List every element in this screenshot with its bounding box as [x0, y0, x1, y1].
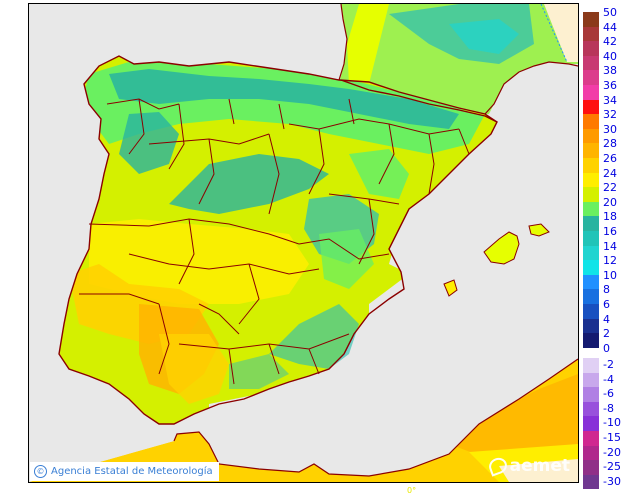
legend-swatch	[583, 474, 599, 490]
legend-label: 0	[603, 341, 610, 355]
credit-text: Agencia Estatal de Meteorología	[51, 466, 213, 477]
legend-label: 42	[603, 35, 617, 49]
temperature-map: © Agencia Estatal de Meteorología aemet	[28, 3, 579, 483]
legend-swatch	[583, 245, 599, 261]
legend-label: 14	[603, 239, 617, 253]
legend-label: -2	[603, 358, 614, 371]
legend-label: 16	[603, 225, 617, 238]
legend-swatch	[583, 387, 599, 402]
legend-swatch	[583, 445, 599, 461]
legend-swatch	[583, 274, 599, 290]
legend-swatch	[583, 187, 599, 202]
legend-label: 28	[603, 137, 617, 151]
legend-label: 26	[603, 152, 617, 165]
france-coast	[338, 4, 578, 115]
legend-label: 10	[603, 268, 617, 282]
legend-label: -6	[603, 387, 614, 401]
legend-swatch	[583, 231, 599, 246]
map-canvas	[29, 4, 578, 482]
legend-label: 6	[603, 298, 610, 311]
legend-label: 4	[603, 312, 610, 326]
legend-swatch	[583, 260, 599, 275]
legend-swatch	[583, 401, 599, 417]
legend-label: -8	[603, 401, 614, 415]
legend-swatch	[583, 333, 599, 348]
legend-swatch	[583, 85, 599, 100]
copyright-icon: ©	[34, 465, 47, 478]
legend-swatch	[583, 416, 599, 431]
legend-label: -20	[603, 445, 621, 459]
legend-swatch	[583, 158, 599, 173]
legend-swatch	[583, 55, 599, 71]
legend-label: 2	[603, 327, 610, 341]
legend-swatch	[583, 128, 599, 144]
legend-label: 40	[603, 49, 617, 63]
legend-label: -15	[603, 431, 621, 444]
legend-label: -4	[603, 372, 614, 386]
legend-swatch	[583, 304, 599, 319]
legend-swatch	[583, 41, 599, 56]
legend-label: -10	[603, 416, 621, 430]
france-spain-border	[340, 79, 498, 123]
legend-label: -25	[603, 460, 621, 474]
legend-label: 8	[603, 283, 610, 297]
longitude-label: 0°	[407, 486, 417, 495]
legend-label: 44	[603, 20, 617, 34]
legend-swatch	[583, 289, 599, 304]
legend-label: 38	[603, 64, 617, 78]
legend-swatch	[583, 143, 599, 158]
legend-label: 30	[603, 122, 617, 136]
legend-swatch	[583, 372, 599, 388]
legend-label: 22	[603, 181, 617, 195]
legend-label: 20	[603, 195, 617, 209]
credit-label: © Agencia Estatal de Meteorología	[30, 462, 219, 481]
aemet-logo: aemet	[486, 455, 570, 477]
province-borders	[79, 98, 470, 385]
legend-swatch	[583, 216, 599, 231]
legend-swatch	[583, 460, 599, 475]
aemet-logo-text: aemet	[509, 456, 570, 476]
legend-swatch	[583, 114, 599, 129]
legend-label: 34	[603, 93, 617, 107]
legend-label: 50	[603, 6, 617, 19]
legend-label: 32	[603, 108, 617, 122]
legend-label: 24	[603, 166, 617, 180]
legend-label: 12	[603, 254, 617, 268]
legend-swatch	[583, 172, 599, 188]
legend-swatch	[583, 431, 599, 446]
legend-swatch	[583, 12, 599, 27]
africa-coast	[173, 358, 578, 477]
legend-swatch	[583, 358, 599, 373]
legend-swatch	[583, 201, 599, 217]
aemet-swirl-icon	[486, 455, 509, 477]
legend-swatch	[583, 70, 599, 85]
legend-label: -30	[603, 474, 621, 488]
legend-label: 18	[603, 210, 617, 224]
legend-swatch	[583, 26, 599, 42]
legend-swatch	[583, 318, 599, 334]
legend-label: 36	[603, 79, 617, 92]
legend-swatch	[583, 99, 599, 115]
